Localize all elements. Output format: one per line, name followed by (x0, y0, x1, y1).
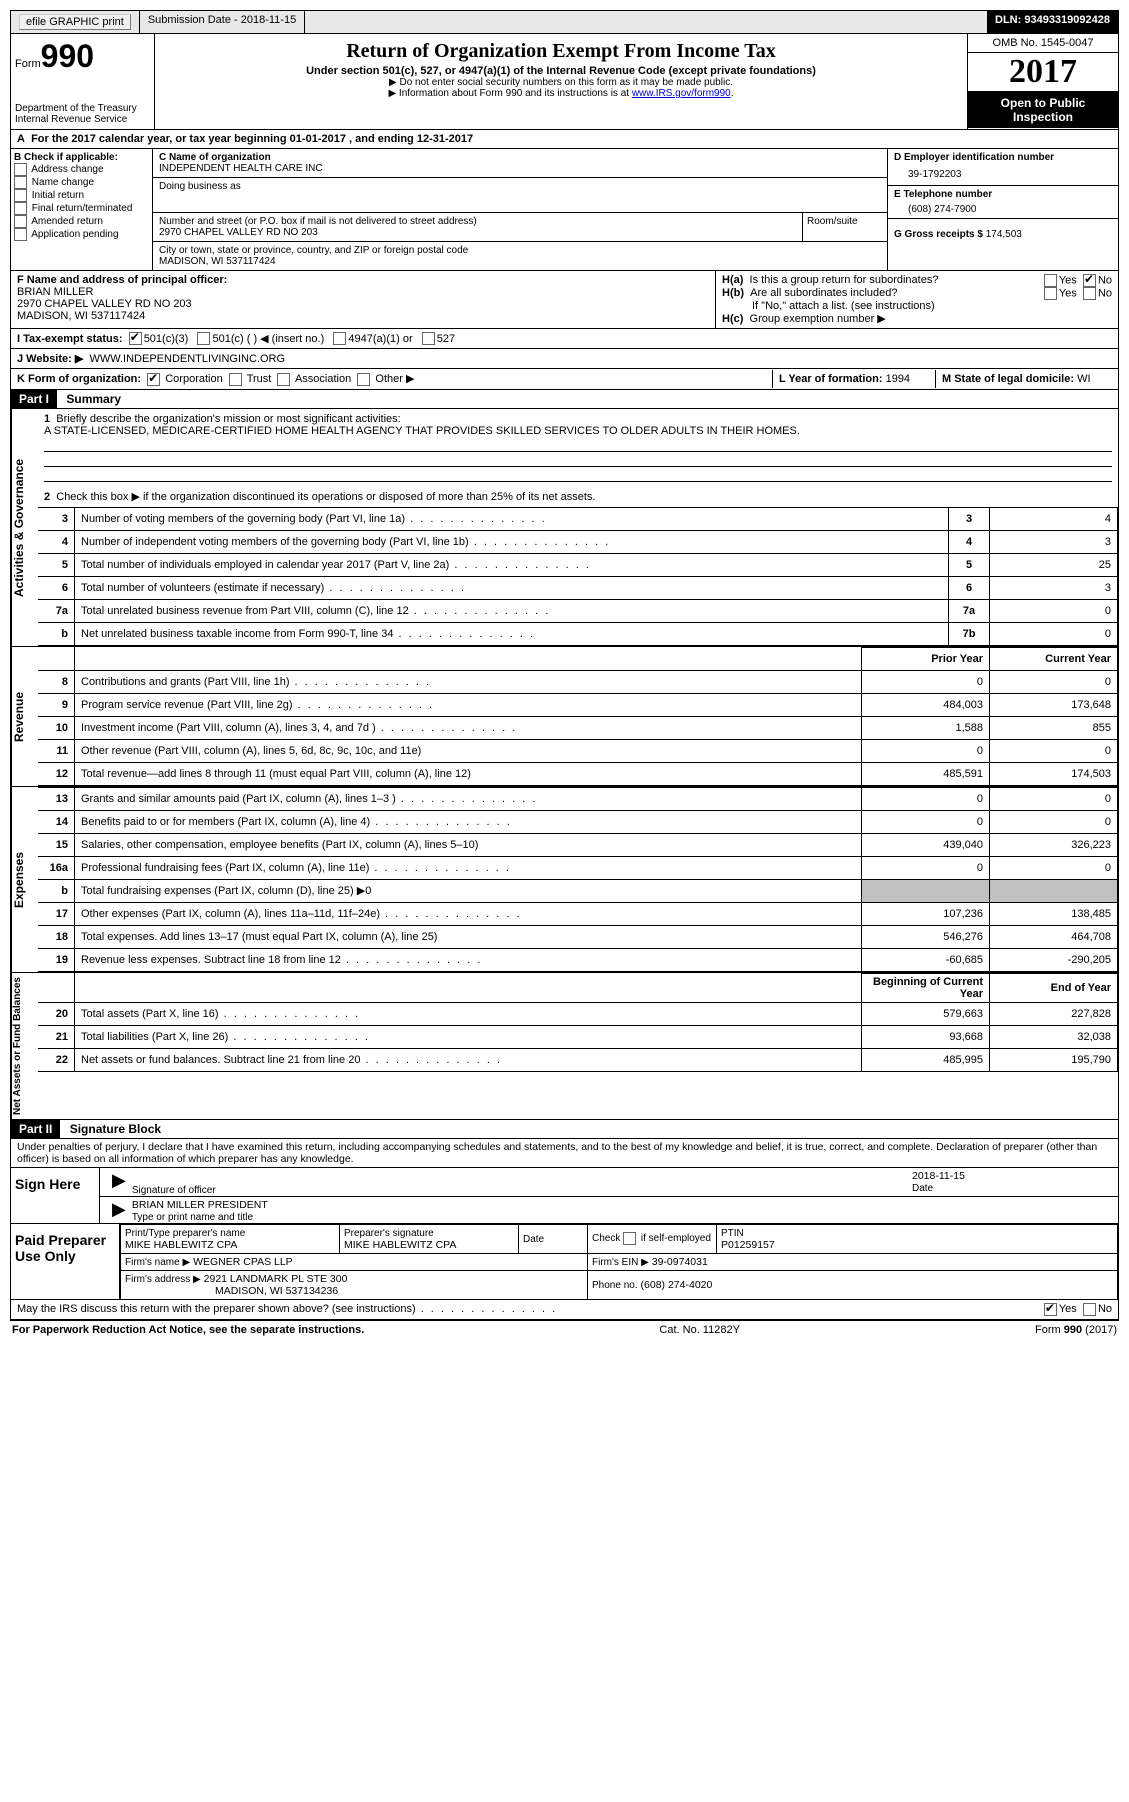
discuss-no[interactable] (1083, 1303, 1096, 1316)
form-prefix: Form (15, 58, 41, 70)
check-application-pending[interactable] (14, 228, 27, 241)
omb-number: OMB No. 1545-0047 (968, 34, 1118, 53)
ein: 39-1792203 (894, 163, 1112, 182)
k-trust[interactable] (229, 373, 242, 386)
officer-name: BRIAN MILLER PRESIDENT (132, 1199, 1112, 1211)
submission-date: Submission Date - 2018-11-15 (140, 11, 305, 33)
part-i-header: Part I (11, 390, 57, 408)
check-name-change[interactable] (14, 176, 27, 189)
dept-line2: Internal Revenue Service (15, 114, 150, 125)
perjury-statement: Under penalties of perjury, I declare th… (10, 1139, 1119, 1168)
website: WWW.INDEPENDENTLIVINGINC.ORG (89, 353, 285, 365)
section-b: B Check if applicable: Address change Na… (11, 149, 153, 270)
k-assoc[interactable] (277, 373, 290, 386)
form-number: 990 (41, 38, 94, 74)
i-501c[interactable] (197, 332, 210, 345)
hb-no[interactable] (1083, 287, 1096, 300)
section-j: J Website: ▶ WWW.INDEPENDENTLIVINGINC.OR… (10, 349, 1119, 369)
part-ii-header: Part II (11, 1120, 60, 1138)
i-527[interactable] (422, 332, 435, 345)
note-ssn: ▶ Do not enter social security numbers o… (159, 77, 963, 88)
org-street: 2970 CHAPEL VALLEY RD NO 203 (159, 227, 802, 238)
sign-here-label: Sign Here (11, 1168, 100, 1223)
inspection-line2: Inspection (972, 110, 1114, 124)
dln: DLN: 93493319092428 (987, 11, 1118, 33)
footer: For Paperwork Reduction Act Notice, see … (10, 1320, 1119, 1339)
inspection-line1: Open to Public (972, 96, 1114, 110)
top-bar: efile GRAPHIC print Submission Date - 20… (10, 10, 1119, 34)
part-i-title: Summary (60, 392, 121, 406)
form-title: Return of Organization Exempt From Incom… (159, 40, 963, 63)
section-f: F Name and address of principal officer:… (11, 271, 715, 328)
tax-year: 2017 (968, 53, 1118, 92)
hb-yes[interactable] (1044, 287, 1057, 300)
k-other[interactable] (357, 373, 370, 386)
form-header: Form990 Department of the Treasury Inter… (10, 34, 1119, 130)
note-info: ▶ Information about Form 990 and its ins… (388, 88, 631, 99)
mission-text: A STATE-LICENSED, MEDICARE-CERTIFIED HOM… (44, 425, 800, 437)
section-a: A For the 2017 calendar year, or tax yea… (10, 130, 1119, 149)
ha-no[interactable] (1083, 274, 1096, 287)
section-h: H(a) Is this a group return for subordin… (715, 271, 1118, 328)
discuss-yes[interactable] (1044, 1303, 1057, 1316)
form-subtitle: Under section 501(c), 527, or 4947(a)(1)… (159, 65, 963, 77)
check-initial-return[interactable] (14, 189, 27, 202)
check-address-change[interactable] (14, 163, 27, 176)
side-revenue: Revenue (11, 647, 38, 786)
side-expenses: Expenses (11, 787, 38, 972)
check-amended[interactable] (14, 215, 27, 228)
section-klm: K Form of organization: Corporation Trus… (10, 369, 1119, 390)
i-501c3[interactable] (129, 332, 142, 345)
self-employed-check[interactable] (623, 1232, 636, 1245)
org-city: MADISON, WI 537117424 (159, 256, 881, 267)
part-ii-title: Signature Block (64, 1122, 161, 1136)
dept-line1: Department of the Treasury (15, 103, 150, 114)
check-final-return[interactable] (14, 202, 27, 215)
i-4947[interactable] (333, 332, 346, 345)
gross-receipts: 174,503 (986, 229, 1022, 240)
org-name: INDEPENDENT HEALTH CARE INC (159, 163, 881, 174)
irs-link[interactable]: www.IRS.gov/form990 (632, 88, 731, 99)
efile-print-button[interactable]: efile GRAPHIC print (19, 14, 131, 30)
discuss-row: May the IRS discuss this return with the… (10, 1300, 1119, 1320)
ha-yes[interactable] (1044, 274, 1057, 287)
side-governance: Activities & Governance (11, 409, 38, 646)
telephone: (608) 274-7900 (894, 200, 1112, 215)
side-net-assets: Net Assets or Fund Balances (11, 973, 38, 1119)
paid-preparer-label: Paid Preparer Use Only (11, 1224, 120, 1299)
k-corp[interactable] (147, 373, 160, 386)
section-i: I Tax-exempt status: 501(c)(3) 501(c) ( … (10, 329, 1119, 349)
section-c: C Name of organization INDEPENDENT HEALT… (153, 149, 887, 270)
